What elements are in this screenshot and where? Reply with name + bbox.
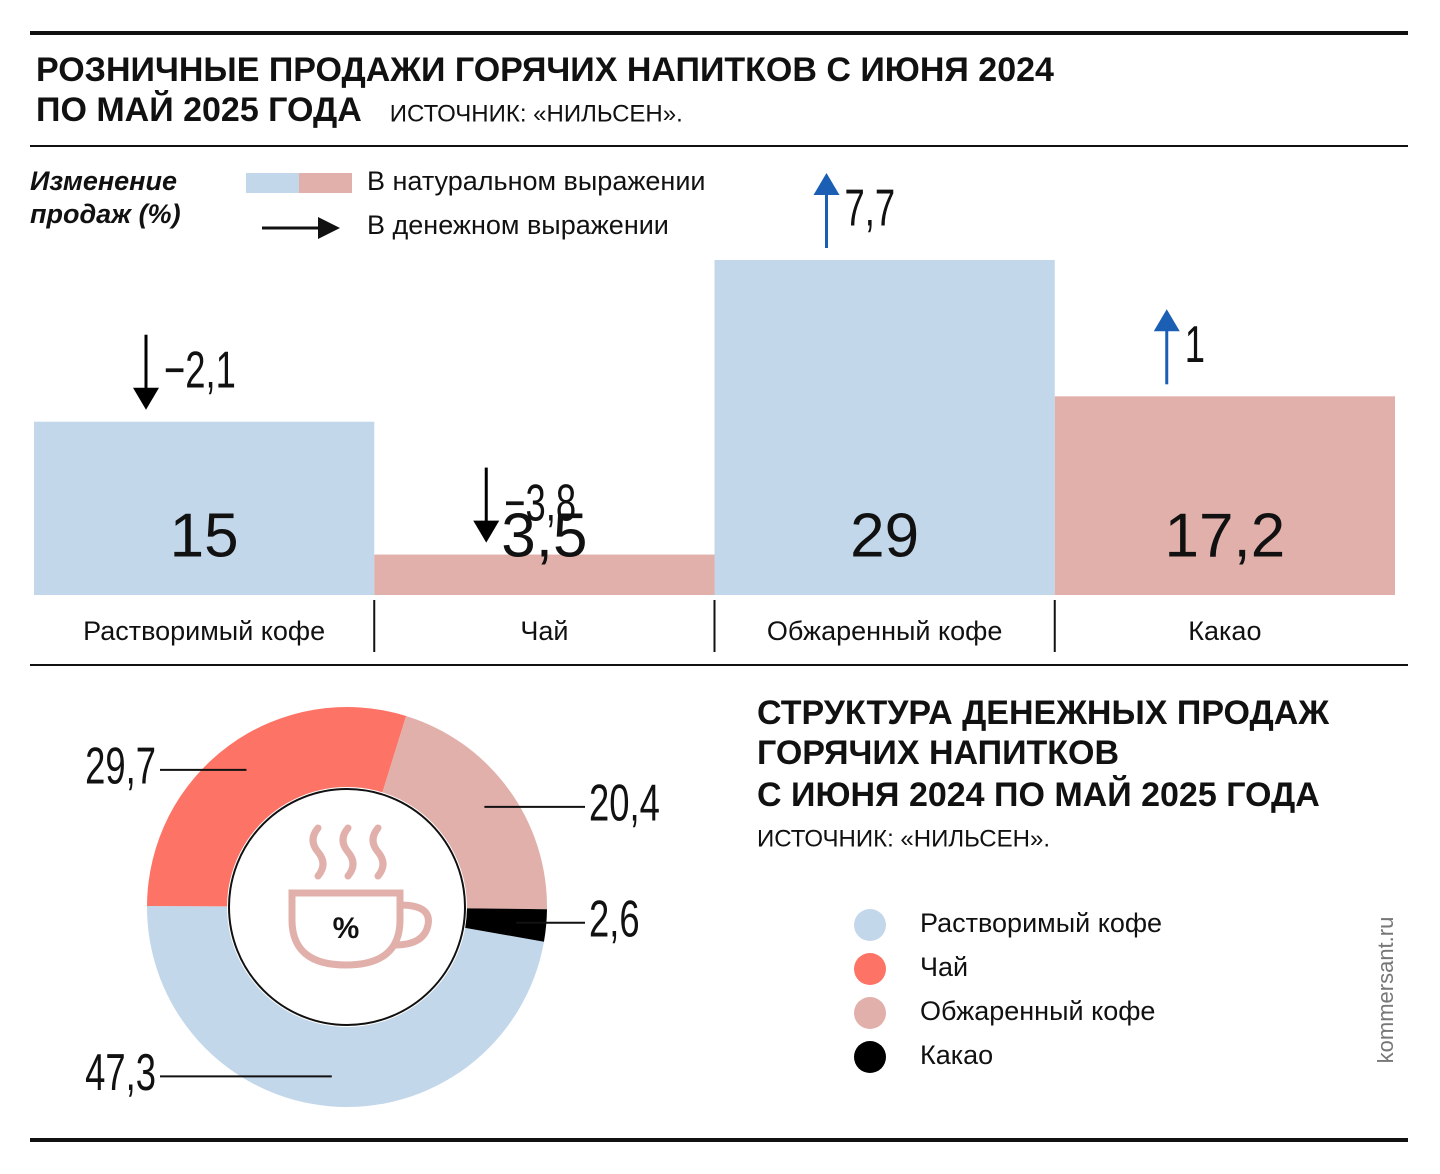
legend-swatch xyxy=(246,173,299,193)
cup-icon xyxy=(288,824,432,969)
legend-label: Чай xyxy=(920,952,968,982)
arrow-head xyxy=(1153,309,1180,332)
arrow-head xyxy=(473,520,500,543)
legend-label: Растворимый кофе xyxy=(920,908,1162,938)
legend-marker xyxy=(854,909,886,941)
x-tick-label: Растворимый кофе xyxy=(83,616,325,646)
value-label: 17,2 xyxy=(1165,501,1286,570)
change-label: 7,7 xyxy=(844,178,895,237)
source: ИСТОЧНИК: «НИЛЬСЕН». xyxy=(757,825,1050,852)
arrow-head xyxy=(133,387,159,410)
legend-arrow xyxy=(318,217,340,239)
bar xyxy=(1054,396,1395,595)
bar-chart: 15 Растворимый кофе −2,1 3,5 Чай −3,8 29 Обжаре… xyxy=(34,173,1395,652)
change-label: 1 xyxy=(1185,315,1205,374)
x-tick-label: Обжаренный кофе xyxy=(767,616,1002,646)
legend-marker xyxy=(854,997,886,1029)
chart-title: СТРУКТУРА ДЕНЕЖНЫХ ПРОДАЖ xyxy=(757,694,1329,732)
icon-label: % xyxy=(333,912,360,945)
donut-slice xyxy=(147,906,544,1107)
rule xyxy=(30,145,1408,147)
legend-label: В натуральном выражении xyxy=(367,166,706,196)
change-label: −2,1 xyxy=(164,340,236,399)
chart-title: С ИЮНЯ 2024 ПО МАЙ 2025 ГОДА xyxy=(757,775,1320,814)
watermark: kommersant.ru xyxy=(1373,917,1398,1064)
bar xyxy=(34,421,375,595)
x-tick-label: Чай xyxy=(520,616,568,646)
rule xyxy=(30,1138,1408,1142)
legend-marker xyxy=(854,1041,886,1073)
donut-chart: 47,3 29,7 20,4 2,6 xyxy=(85,706,660,1107)
value-label: 47,3 xyxy=(85,1043,156,1102)
value-label: 2,6 xyxy=(589,889,640,948)
bar xyxy=(714,260,1055,595)
legend-label: В денежном выражении xyxy=(367,210,669,240)
donut-center xyxy=(228,788,466,1026)
donut-slice xyxy=(465,908,547,942)
bar xyxy=(374,554,715,595)
x-tick-label: Какао xyxy=(1188,616,1261,646)
legend-marker xyxy=(854,953,886,985)
chart-title: ГОРЯЧИХ НАПИТКОВ xyxy=(757,734,1119,772)
donut-slice xyxy=(147,706,407,907)
axis-label: Изменение xyxy=(30,166,177,196)
legend-label: Обжаренный кофе xyxy=(920,996,1155,1026)
legend-label: Какао xyxy=(920,1040,993,1070)
axis-label: продаж (%) xyxy=(30,199,181,229)
value-label: 15 xyxy=(170,501,239,570)
arrow-head xyxy=(813,173,840,195)
rule xyxy=(30,31,1408,35)
rule xyxy=(30,664,1408,666)
chart-title: РОЗНИЧНЫЕ ПРОДАЖИ ГОРЯЧИХ НАПИТКОВ С ИЮН… xyxy=(36,51,1054,89)
source: ИСТОЧНИК: «НИЛЬСЕН». xyxy=(390,100,683,127)
change-label: −3,8 xyxy=(504,473,576,532)
donut-slice xyxy=(382,715,547,910)
value-label: 3,5 xyxy=(501,501,587,570)
value-label: 29 xyxy=(850,501,919,570)
legend-swatch xyxy=(299,173,352,193)
chart-title: ПО МАЙ 2025 ГОДА xyxy=(36,90,362,129)
value-label: 20,4 xyxy=(589,773,660,832)
value-label: 29,7 xyxy=(85,736,156,795)
